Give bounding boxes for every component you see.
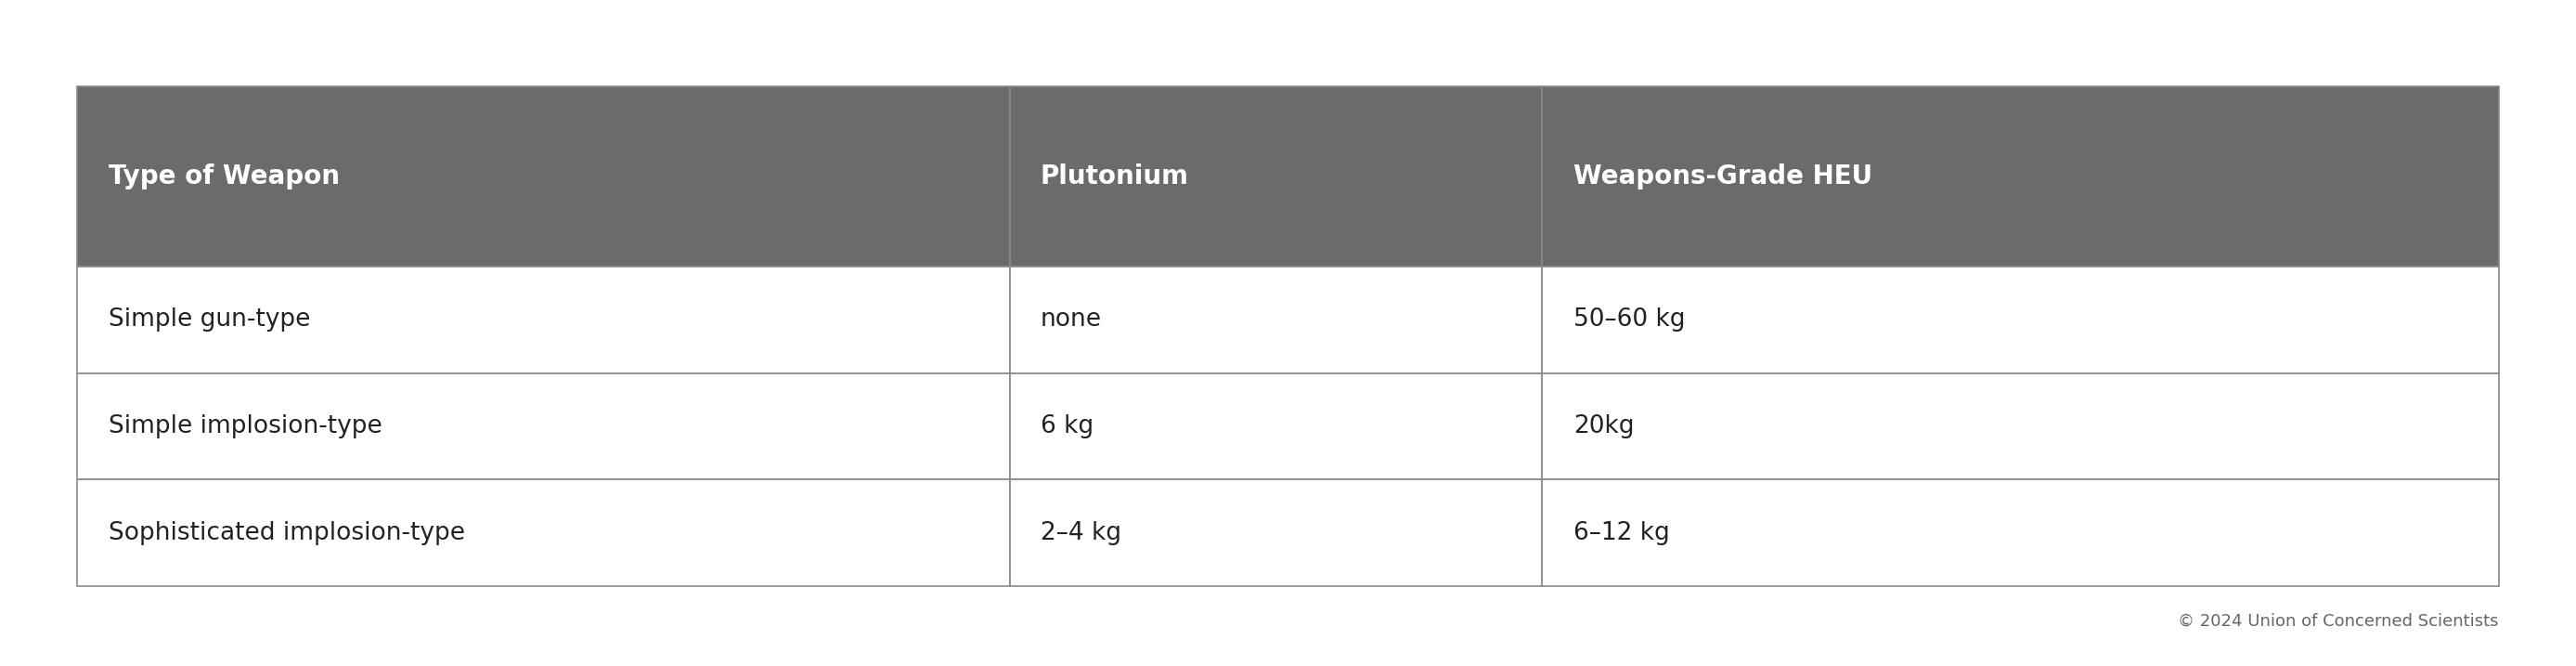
Bar: [77, 266, 1010, 373]
Bar: [1010, 266, 1543, 373]
Bar: [77, 87, 1010, 266]
Bar: [1543, 87, 2499, 266]
Bar: [1543, 266, 2499, 373]
Bar: [1010, 480, 1543, 586]
Text: 6–12 kg: 6–12 kg: [1574, 521, 1669, 545]
Text: Weapons-Grade HEU: Weapons-Grade HEU: [1574, 163, 1873, 190]
Text: Plutonium: Plutonium: [1041, 163, 1190, 190]
Bar: [1543, 480, 2499, 586]
Text: 2–4 kg: 2–4 kg: [1041, 521, 1121, 545]
Text: Sophisticated implosion-type: Sophisticated implosion-type: [108, 521, 464, 545]
Bar: [1010, 87, 1543, 266]
Text: 50–60 kg: 50–60 kg: [1574, 308, 1685, 332]
Bar: [77, 480, 1010, 586]
Text: Type of Weapon: Type of Weapon: [108, 163, 340, 190]
Text: 20kg: 20kg: [1574, 414, 1633, 438]
Text: Simple gun-type: Simple gun-type: [108, 308, 309, 332]
Text: 6 kg: 6 kg: [1041, 414, 1092, 438]
Bar: [1010, 373, 1543, 480]
Bar: [77, 373, 1010, 480]
Text: none: none: [1041, 308, 1103, 332]
Text: Simple implosion-type: Simple implosion-type: [108, 414, 381, 438]
Text: © 2024 Union of Concerned Scientists: © 2024 Union of Concerned Scientists: [2177, 613, 2499, 629]
Bar: [1543, 373, 2499, 480]
